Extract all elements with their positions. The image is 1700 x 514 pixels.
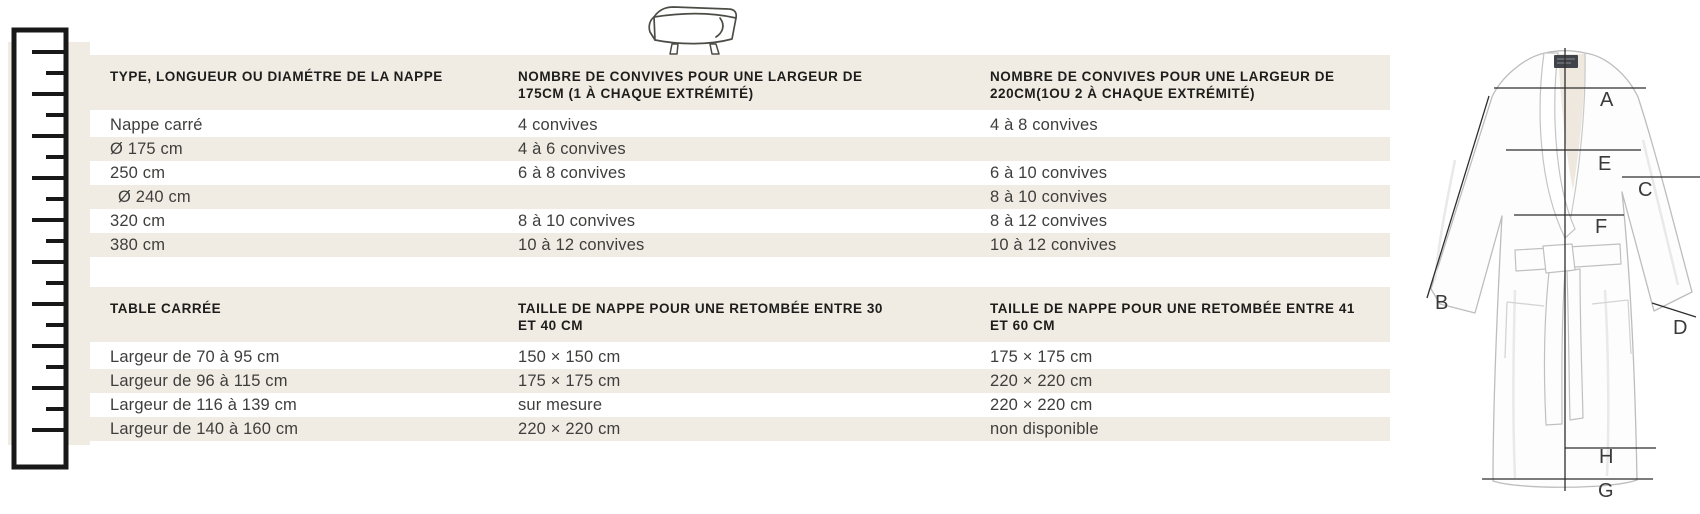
- table-cell: 8 à 12 convives: [990, 211, 1108, 230]
- table-cell: 380 cm: [110, 235, 166, 254]
- measurement-label-g: G: [1598, 480, 1614, 502]
- table-cell: Ø 175 cm: [110, 139, 183, 158]
- measurement-label-a: A: [1600, 89, 1614, 111]
- table-cell: 150 × 150 cm: [518, 347, 621, 366]
- table-cell: 10 à 12 convives: [518, 235, 645, 254]
- table-row: Largeur de 116 à 139 cm sur mesure 220 ×…: [90, 393, 1390, 417]
- column-header: NOMBRE DE CONVIVES POUR UNE LARGEUR DE 1…: [518, 69, 863, 101]
- table-row: 320 cm 8 à 10 convives 8 à 12 convives: [90, 209, 1390, 233]
- bathrobe-size-diagram: A E C F B D H G: [1395, 40, 1700, 509]
- table-cell: 10 à 12 convives: [990, 235, 1117, 254]
- table-row: Nappe carré 4 convives 4 à 8 convives: [90, 113, 1390, 137]
- table-cell: non disponible: [990, 419, 1099, 438]
- table-row: 250 cm 6 à 8 convives 6 à 10 convives: [90, 161, 1390, 185]
- table-cell: 4 à 6 convives: [518, 139, 626, 158]
- column-header: TAILLE DE NAPPE POUR UNE RETOMBÉE ENTRE …: [990, 301, 1355, 333]
- measurement-label-h: H: [1599, 446, 1614, 468]
- table-row: Ø 240 cm 8 à 10 convives: [90, 185, 1390, 209]
- tablecloth-icon: [648, 6, 738, 55]
- column-header: NOMBRE DE CONVIVES POUR UNE LARGEUR DE 2…: [990, 69, 1335, 101]
- table-cell: Largeur de 96 à 115 cm: [110, 371, 288, 390]
- table-header-row: TABLE CARRÉE TAILLE DE NAPPE POUR UNE RE…: [90, 287, 1390, 342]
- table-cell: 4 convives: [518, 115, 598, 134]
- table-cell: 220 × 220 cm: [990, 371, 1093, 390]
- table-cell: 8 à 10 convives: [518, 211, 636, 230]
- table-cell: 6 à 10 convives: [990, 163, 1108, 182]
- table-cell: 320 cm: [110, 211, 166, 230]
- table-cell: 4 à 8 convives: [990, 115, 1098, 134]
- square-table-size-table: TABLE CARRÉE TAILLE DE NAPPE POUR UNE RE…: [90, 287, 1390, 441]
- table-cell: 175 × 175 cm: [518, 371, 621, 390]
- table-cell: Largeur de 140 à 160 cm: [110, 419, 299, 438]
- ruler-illustration: [0, 0, 100, 509]
- table-cell: Ø 240 cm: [118, 187, 191, 206]
- table-cell: 250 cm: [110, 163, 166, 182]
- ruler-icon: [8, 27, 90, 470]
- measurement-label-d: D: [1673, 317, 1688, 339]
- table-row: 380 cm 10 à 12 convives 10 à 12 convives: [90, 233, 1390, 257]
- tablecloth-guests-table: TYPE, LONGUEUR OU DIAMÉTRE DE LA NAPPE N…: [90, 55, 1390, 257]
- table-cell: 6 à 8 convives: [518, 163, 626, 182]
- measurement-label-e: E: [1598, 153, 1612, 175]
- table-cell: Largeur de 116 à 139 cm: [110, 395, 297, 414]
- measurement-label-f: F: [1595, 216, 1608, 238]
- table-row: Largeur de 70 à 95 cm 150 × 150 cm 175 ×…: [90, 345, 1390, 369]
- column-header: TABLE CARRÉE: [110, 301, 222, 316]
- table-cell: 220 × 220 cm: [990, 395, 1093, 414]
- table-cell: Largeur de 70 à 95 cm: [110, 347, 280, 366]
- table-header-row: TYPE, LONGUEUR OU DIAMÉTRE DE LA NAPPE N…: [90, 55, 1390, 110]
- size-tables: TYPE, LONGUEUR OU DIAMÉTRE DE LA NAPPE N…: [90, 55, 1390, 441]
- table-row: Ø 175 cm 4 à 6 convives: [90, 137, 1390, 161]
- table-cell: 8 à 10 convives: [990, 187, 1108, 206]
- measurement-label-b: B: [1435, 292, 1449, 314]
- table-cell: 220 × 220 cm: [518, 419, 621, 438]
- table-cell: Nappe carré: [110, 115, 203, 134]
- table-cell: sur mesure: [518, 395, 603, 414]
- measurement-label-c: C: [1638, 179, 1653, 201]
- table-row: Largeur de 140 à 160 cm 220 × 220 cm non…: [90, 417, 1390, 441]
- table-row: Largeur de 96 à 115 cm 175 × 175 cm 220 …: [90, 369, 1390, 393]
- bathrobe-image: [1426, 48, 1700, 491]
- column-header: TYPE, LONGUEUR OU DIAMÉTRE DE LA NAPPE: [110, 69, 443, 84]
- column-header: TAILLE DE NAPPE POUR UNE RETOMBÉE ENTRE …: [518, 301, 883, 333]
- table-cell: 175 × 175 cm: [990, 347, 1093, 366]
